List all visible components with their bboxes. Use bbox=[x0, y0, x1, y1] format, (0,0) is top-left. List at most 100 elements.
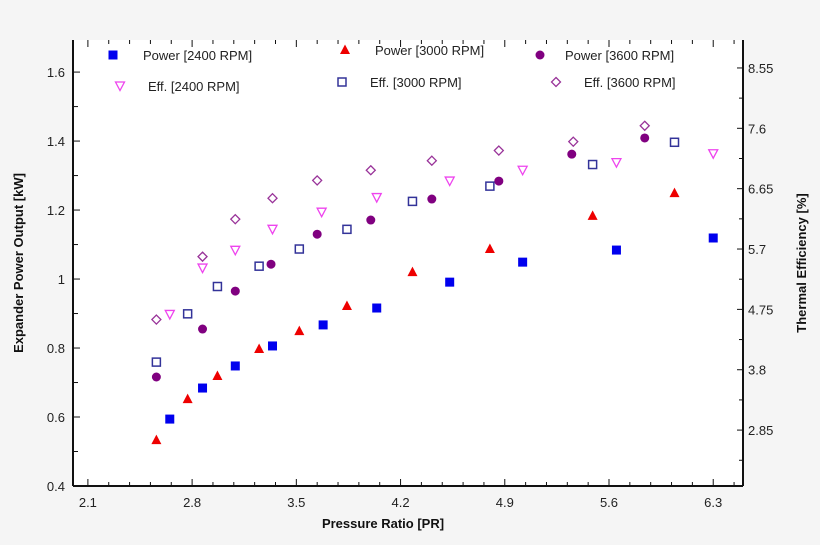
data-point bbox=[165, 414, 175, 424]
y2-tick-label: 8.55 bbox=[748, 61, 773, 76]
data-point bbox=[254, 343, 265, 354]
data-point bbox=[198, 383, 208, 393]
data-point bbox=[444, 176, 456, 187]
data-point bbox=[707, 149, 719, 160]
data-point bbox=[494, 176, 504, 186]
data-point bbox=[150, 314, 162, 325]
legend-marker bbox=[337, 77, 347, 87]
legend-item: Eff. [3600 RPM] bbox=[550, 75, 676, 90]
legend-item: Power [2400 RPM] bbox=[108, 48, 252, 63]
data-point bbox=[197, 251, 208, 263]
data-point bbox=[445, 277, 455, 287]
y2-tick-label: 2.85 bbox=[748, 423, 773, 438]
y-tick-label: 1.2 bbox=[47, 203, 65, 218]
data-point bbox=[230, 361, 240, 371]
x-tick-label: 6.3 bbox=[704, 495, 722, 510]
data-point bbox=[311, 174, 323, 186]
data-point bbox=[212, 281, 223, 292]
legend-marker bbox=[535, 50, 545, 60]
y-tick-label: 1.4 bbox=[47, 134, 65, 149]
legend-item: Power [3000 RPM] bbox=[340, 43, 484, 58]
y2-tick-label: 7.6 bbox=[748, 121, 766, 136]
data-point bbox=[230, 286, 240, 296]
data-point bbox=[294, 325, 305, 336]
data-point bbox=[267, 192, 278, 204]
data-point bbox=[341, 300, 352, 310]
data-point bbox=[182, 309, 193, 319]
series-0 bbox=[165, 233, 718, 424]
data-point bbox=[484, 243, 495, 254]
data-point bbox=[318, 320, 328, 330]
y-axis-label: Expander Power Output [kW] bbox=[11, 173, 26, 353]
legend-marker bbox=[550, 76, 562, 88]
legend-marker bbox=[114, 81, 126, 92]
data-point bbox=[151, 372, 161, 382]
legend-item: Eff. [2400 RPM] bbox=[114, 79, 240, 94]
legend-label: Eff. [2400 RPM] bbox=[148, 79, 240, 94]
x-tick-label: 3.5 bbox=[287, 495, 305, 510]
data-point bbox=[366, 215, 376, 225]
data-point bbox=[294, 244, 305, 254]
x-tick-label: 5.6 bbox=[600, 495, 618, 510]
legend-label: Power [3600 RPM] bbox=[565, 48, 674, 63]
legend-marker bbox=[340, 44, 350, 54]
data-point bbox=[517, 165, 529, 177]
data-point bbox=[640, 133, 650, 143]
data-point bbox=[316, 207, 328, 219]
data-point bbox=[212, 370, 223, 380]
data-point bbox=[407, 196, 418, 207]
y-tick-label: 1 bbox=[58, 272, 65, 287]
data-point bbox=[268, 341, 278, 351]
data-point bbox=[669, 187, 680, 198]
data-point bbox=[427, 194, 437, 204]
data-point bbox=[229, 245, 241, 257]
y2-tick-label: 4.75 bbox=[748, 302, 773, 317]
legend-label: Power [3000 RPM] bbox=[375, 43, 484, 58]
data-point bbox=[639, 120, 651, 132]
legend-item: Power [3600 RPM] bbox=[535, 48, 674, 63]
data-point bbox=[151, 434, 162, 445]
data-point bbox=[610, 157, 623, 169]
data-point bbox=[587, 210, 598, 220]
data-point bbox=[365, 164, 377, 176]
y-tick-label: 0.8 bbox=[47, 341, 65, 356]
x-axis-label: Pressure Ratio [PR] bbox=[322, 516, 444, 531]
y-tick-label: 0.6 bbox=[47, 410, 65, 425]
legend-marker bbox=[108, 50, 118, 60]
data-point bbox=[708, 233, 718, 243]
data-point bbox=[407, 266, 418, 277]
data-point bbox=[669, 137, 680, 148]
y-tick-label: 1.6 bbox=[47, 65, 65, 80]
data-point bbox=[611, 245, 621, 255]
data-point bbox=[229, 213, 241, 225]
y-tick-label: 0.4 bbox=[47, 479, 65, 494]
data-point bbox=[196, 263, 209, 274]
x-tick-label: 2.8 bbox=[183, 495, 201, 510]
y2-tick-label: 5.7 bbox=[748, 242, 766, 257]
y2-tick-label: 6.65 bbox=[748, 182, 773, 197]
data-point bbox=[266, 259, 276, 269]
data-point bbox=[426, 155, 438, 167]
series-3 bbox=[164, 149, 719, 321]
data-point bbox=[164, 309, 176, 321]
series-2 bbox=[151, 133, 650, 382]
legend-item: Eff. [3000 RPM] bbox=[337, 75, 462, 90]
series-5 bbox=[150, 120, 651, 325]
data-point bbox=[151, 357, 162, 367]
x-tick-label: 2.1 bbox=[79, 495, 97, 510]
legend-label: Eff. [3000 RPM] bbox=[370, 75, 462, 90]
data-point bbox=[567, 136, 579, 148]
series-4 bbox=[151, 137, 680, 367]
data-point bbox=[342, 224, 352, 235]
y2-axis-label: Thermal Efficiency [%] bbox=[794, 193, 809, 332]
plot-area bbox=[73, 40, 743, 486]
y2-tick-label: 3.8 bbox=[748, 363, 766, 378]
data-point bbox=[587, 159, 598, 170]
series-1 bbox=[151, 187, 680, 445]
data-point bbox=[493, 145, 505, 156]
data-point bbox=[567, 149, 577, 159]
legend-label: Eff. [3600 RPM] bbox=[584, 75, 676, 90]
data-point bbox=[485, 181, 495, 191]
data-point bbox=[372, 303, 382, 313]
